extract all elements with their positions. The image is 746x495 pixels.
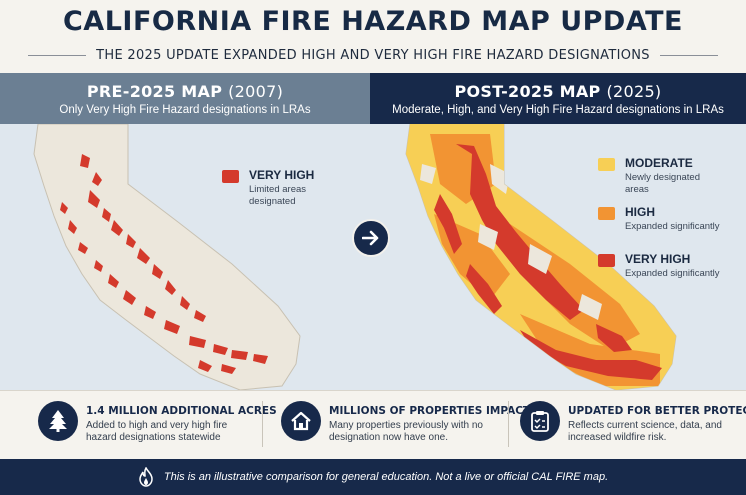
stat-icon-circle <box>520 401 560 441</box>
stat-icon-circle <box>38 401 78 441</box>
stats-bar: 1.4 MILLION ADDITIONAL ACRES Added to hi… <box>0 390 746 459</box>
stat-title: MILLIONS OF PROPERTIES IMPACTED <box>329 405 546 417</box>
stat-protection: UPDATED FOR BETTER PROTECTION Reflects c… <box>520 391 746 460</box>
stat-divider <box>508 401 509 447</box>
left-panel-title-text: PRE-2025 MAP <box>86 82 223 101</box>
tree-icon <box>49 410 67 432</box>
page-subtitle: THE 2025 UPDATE EXPANDED HIGH AND VERY H… <box>96 47 650 63</box>
stat-acres: 1.4 MILLION ADDITIONAL ACRES Added to hi… <box>38 391 277 460</box>
right-panel-header: POST-2025 MAP (2025) Moderate, High, and… <box>370 73 746 124</box>
legend-desc: Expanded significantly <box>625 268 720 279</box>
right-panel-subtitle: Moderate, High, and Very High Fire Hazar… <box>392 104 724 116</box>
page-title: CALIFORNIA FIRE HAZARD MAP UPDATE <box>62 6 684 37</box>
subtitle-rule-left <box>28 54 87 56</box>
stat-title: 1.4 MILLION ADDITIONAL ACRES <box>86 405 277 417</box>
right-panel-title: POST-2025 MAP (2025) <box>370 82 746 101</box>
legend-label: MODERATE <box>625 156 693 170</box>
comparison-arrow <box>352 219 390 257</box>
stat-desc: Reflects current science, data, and incr… <box>568 420 722 443</box>
left-panel-title: PRE-2025 MAP (2007) <box>0 82 370 101</box>
legend-desc: Newly designated areas <box>625 172 700 195</box>
legend-swatch-high <box>598 207 615 220</box>
stat-desc: Many properties previously with no desig… <box>329 420 483 443</box>
stat-divider <box>262 401 263 447</box>
pre-2025-map-svg <box>33 124 301 390</box>
legend-label: VERY HIGH <box>625 252 691 266</box>
stat-title: UPDATED FOR BETTER PROTECTION <box>568 405 746 417</box>
arrow-right-icon <box>362 230 379 246</box>
post-2025-map: MODERATE Newly designated areas HIGH Exp… <box>370 124 746 390</box>
header: CALIFORNIA FIRE HAZARD MAP UPDATE THE 20… <box>0 0 746 73</box>
stat-desc: Added to high and very high fire hazard … <box>86 420 228 443</box>
flame-icon <box>139 467 153 487</box>
right-panel-year: (2025) <box>606 82 662 101</box>
footer-disclaimer: This is an illustrative comparison for g… <box>163 471 609 483</box>
legend-swatch-very-high <box>598 254 615 267</box>
left-panel-year: (2007) <box>228 82 284 101</box>
subtitle-row: THE 2025 UPDATE EXPANDED HIGH AND VERY H… <box>0 46 746 64</box>
legend-desc: Expanded significantly <box>625 221 720 232</box>
pre-2025-legend: VERY HIGH Limited areas designated <box>222 168 362 218</box>
pre-2025-map: VERY HIGH Limited areas designated <box>0 124 370 390</box>
legend-swatch-moderate <box>598 158 615 171</box>
left-panel-subtitle: Only Very High Fire Hazard designations … <box>59 104 311 116</box>
footer: This is an illustrative comparison for g… <box>0 459 746 495</box>
legend-desc: Limited areas designated <box>249 184 307 207</box>
clipboard-icon <box>531 411 549 432</box>
legend-label: VERY HIGH <box>249 168 315 182</box>
right-panel-title-text: POST-2025 MAP <box>454 82 601 101</box>
legend-swatch-very-high <box>222 170 239 183</box>
stat-properties: MILLIONS OF PROPERTIES IMPACTED Many pro… <box>281 391 546 460</box>
house-icon <box>291 411 311 431</box>
legend-label: HIGH <box>625 205 655 219</box>
left-panel-header: PRE-2025 MAP (2007) Only Very High Fire … <box>0 73 370 124</box>
post-2025-legend: MODERATE Newly designated areas HIGH Exp… <box>598 156 738 296</box>
subtitle-rule-right <box>659 54 718 56</box>
post-2025-map-svg <box>405 124 677 390</box>
stat-icon-circle <box>281 401 321 441</box>
